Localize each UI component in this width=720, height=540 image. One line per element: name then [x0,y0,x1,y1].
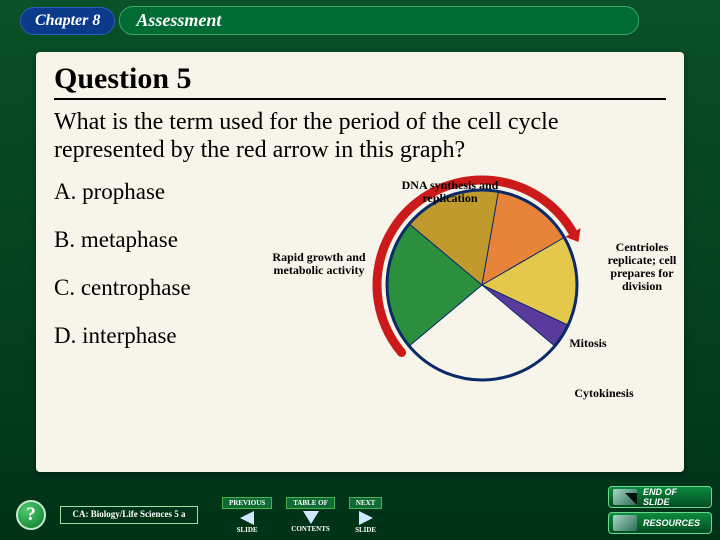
question-text: What is the term used for the period of … [54,108,666,165]
answer-options: A. prophase B. metaphase C. centrophase … [54,179,274,409]
end-thumb-icon [613,489,637,505]
contents-sub: CONTENTS [291,525,330,533]
next-sub: SLIDE [355,526,376,534]
label-dna: DNA synthesis and replication [398,179,502,205]
resources-label: RESOURCES [643,518,700,528]
question-title: Question 5 [54,62,666,100]
arrow-down-icon [303,511,319,524]
prev-slide-button[interactable]: PREVIOUS SLIDE [222,497,272,534]
arrow-right-icon [359,511,373,525]
slide-nav: PREVIOUS SLIDE TABLE OF CONTENTS NEXT SL… [222,497,382,534]
next-top: NEXT [349,497,382,509]
option-c[interactable]: C. centrophase [54,275,274,301]
top-bar: Chapter 8 Assessment [20,6,639,35]
arrow-left-icon [240,511,254,525]
label-growth: Rapid growth and metabolic activity [272,251,366,277]
next-slide-button[interactable]: NEXT SLIDE [349,497,382,534]
pie-svg-wrap [372,175,592,400]
help-icon[interactable]: ? [16,500,46,530]
right-buttons: END OFSLIDE RESOURCES [608,486,712,534]
label-centrioles: Centrioles replicate; cell prepares for … [596,241,688,294]
contents-button[interactable]: TABLE OF CONTENTS [286,497,335,534]
contents-top: TABLE OF [286,497,335,509]
end-of-slide-button[interactable]: END OFSLIDE [608,486,712,508]
standards-box[interactable]: CA: Biology/Life Sciences 5 a [60,506,198,524]
resources-button[interactable]: RESOURCES [608,512,712,534]
assessment-pill: Assessment [119,6,639,35]
label-mitosis: Mitosis [558,337,618,350]
resources-thumb-icon [613,515,637,531]
label-cytokinesis: Cytokinesis [564,387,644,400]
option-b[interactable]: B. metaphase [54,227,274,253]
content-panel: Question 5 What is the term used for the… [36,52,684,472]
option-d[interactable]: D. interphase [54,323,274,349]
prev-sub: SLIDE [237,526,258,534]
cell-cycle-pie-chart: DNA synthesis and replication Rapid grow… [274,179,666,409]
prev-top: PREVIOUS [222,497,272,509]
end-label: END OFSLIDE [643,487,677,507]
chapter-pill: Chapter 8 [20,7,115,35]
option-a[interactable]: A. prophase [54,179,274,205]
